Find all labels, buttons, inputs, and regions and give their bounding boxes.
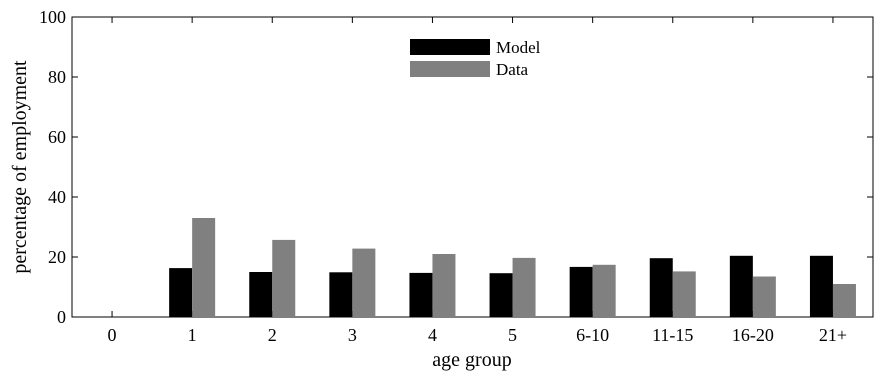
- x-tick-label: 6-10: [576, 325, 609, 345]
- legend-label-data: Data: [496, 60, 529, 79]
- bar-data-4: [432, 254, 456, 317]
- legend: Model Data: [410, 38, 541, 79]
- x-tick-label: 2: [268, 325, 277, 345]
- bar-data-2: [272, 239, 296, 317]
- y-axis-label: percentage of employment: [9, 60, 31, 274]
- y-tick-label: 20: [48, 247, 66, 267]
- y-tick-label: 80: [48, 67, 66, 87]
- bar-data-3: [352, 248, 376, 317]
- bar-data-5: [512, 257, 536, 317]
- legend-label-model: Model: [496, 38, 541, 57]
- x-axis-label: age group: [432, 349, 511, 371]
- x-tick-label: 21+: [819, 325, 847, 345]
- x-tick-label: 0: [108, 325, 117, 345]
- y-tick-label: 40: [48, 187, 66, 207]
- bar-data-6-10: [592, 264, 616, 317]
- bar-model-11-15: [649, 258, 673, 317]
- x-tick-label: 4: [428, 325, 437, 345]
- bar-data-11-15: [672, 271, 696, 317]
- y-tick-label: 100: [39, 7, 66, 27]
- x-tick-label: 1: [188, 325, 197, 345]
- x-tick-label: 11-15: [652, 325, 693, 345]
- x-tick-label: 5: [508, 325, 517, 345]
- x-axis-ticks: 0 1 2 3 4 5 6-10 11-15 16-20 21+: [108, 17, 847, 345]
- y-tick-label: 0: [57, 307, 66, 327]
- legend-swatch-data: [410, 61, 490, 77]
- bar-model-16-20: [729, 255, 753, 317]
- y-tick-label: 60: [48, 127, 66, 147]
- bar-model-4: [409, 272, 433, 317]
- bar-model-6-10: [569, 266, 593, 317]
- x-tick-label: 3: [348, 325, 357, 345]
- bar-data-21+: [832, 284, 856, 317]
- bar-model-21+: [809, 255, 833, 317]
- bars: [169, 218, 856, 317]
- bar-model-5: [489, 273, 513, 317]
- x-tick-label: 16-20: [732, 325, 774, 345]
- bar-model-3: [329, 272, 353, 317]
- bar-data-1: [192, 218, 216, 317]
- bar-data-16-20: [752, 276, 776, 317]
- plot-area-frame: [71, 16, 874, 318]
- bar-model-2: [249, 272, 273, 317]
- legend-swatch-model: [410, 39, 490, 55]
- bar-model-1: [169, 268, 193, 317]
- y-axis-ticks: 0 20 40 60 80 100: [39, 7, 873, 327]
